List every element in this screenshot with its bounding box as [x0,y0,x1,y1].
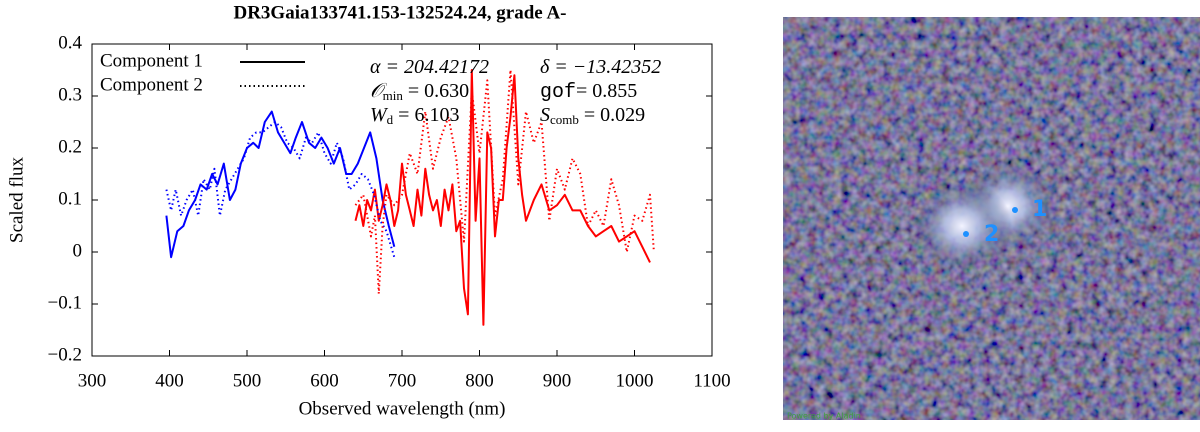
annotation-sub: comb [550,112,579,127]
x-tick-label: 500 [233,370,262,391]
annotation-symbol: gof [540,81,576,104]
x-tick-label: 800 [465,370,494,391]
annotation: Scomb = 0.029 [540,104,645,127]
y-tick-label: 0.2 [58,136,82,157]
y-tick-label: 0.3 [58,84,82,105]
series-line [165,110,396,259]
credit: Powered by Aladin [787,412,861,421]
star-marker [1012,207,1018,213]
annotation-sub: min [383,88,404,103]
star-label: 1 [1032,197,1047,222]
legend-label: Component 2 [100,74,203,95]
star-glow [912,180,1012,272]
x-tick-label: 400 [155,370,184,391]
star-marker [963,231,969,237]
y-axis-label: Scaled flux [6,157,27,244]
plot-lines [165,69,655,326]
x-axis-label: Observed wavelength (nm) [299,398,506,419]
annotation: Wd = 6.103 [370,104,459,127]
annotation-symbol: α = 204.42172 [370,56,489,78]
series-line [165,121,396,258]
chart-title: DR3Gaia133741.153-132524.24, grade A- [233,2,566,23]
x-tick-label: 900 [543,370,572,391]
x-tick-label: 300 [78,370,107,391]
annotation-value: = 0.855 [576,80,637,102]
annotation-symbol: S [540,104,550,126]
annotation-value: = 0.029 [579,104,645,126]
legend-label: Component 1 [100,50,203,71]
x-tick-label: 1100 [693,370,730,391]
annotation-value: = 6.103 [393,104,459,126]
annotation: 𝒪min = 0.630 [370,80,469,103]
series-line [354,69,651,326]
annotation: gof= 0.855 [540,80,637,105]
annotation-symbol: W [370,104,389,126]
y-tick-label: 0 [73,240,83,261]
y-tick-label: −0.2 [48,344,82,365]
annotation: δ = −13.42352 [540,56,661,78]
x-tick-label: 1000 [616,370,654,391]
annotation-sub: d [387,112,394,127]
annotation: α = 204.42172 [370,56,489,78]
y-tick-label: 0.4 [58,32,82,53]
y-tick-label: −0.1 [48,292,82,313]
star-label: 2 [984,222,999,247]
x-tick-label: 600 [310,370,339,391]
y-tick-label: 0.1 [58,188,82,209]
x-tick-label: 700 [388,370,417,391]
annotation-symbol: δ = −13.42352 [540,56,661,78]
sky-image: 1 2 Powered by Aladin [783,17,1200,421]
annotation-value: = 0.630 [403,80,469,102]
